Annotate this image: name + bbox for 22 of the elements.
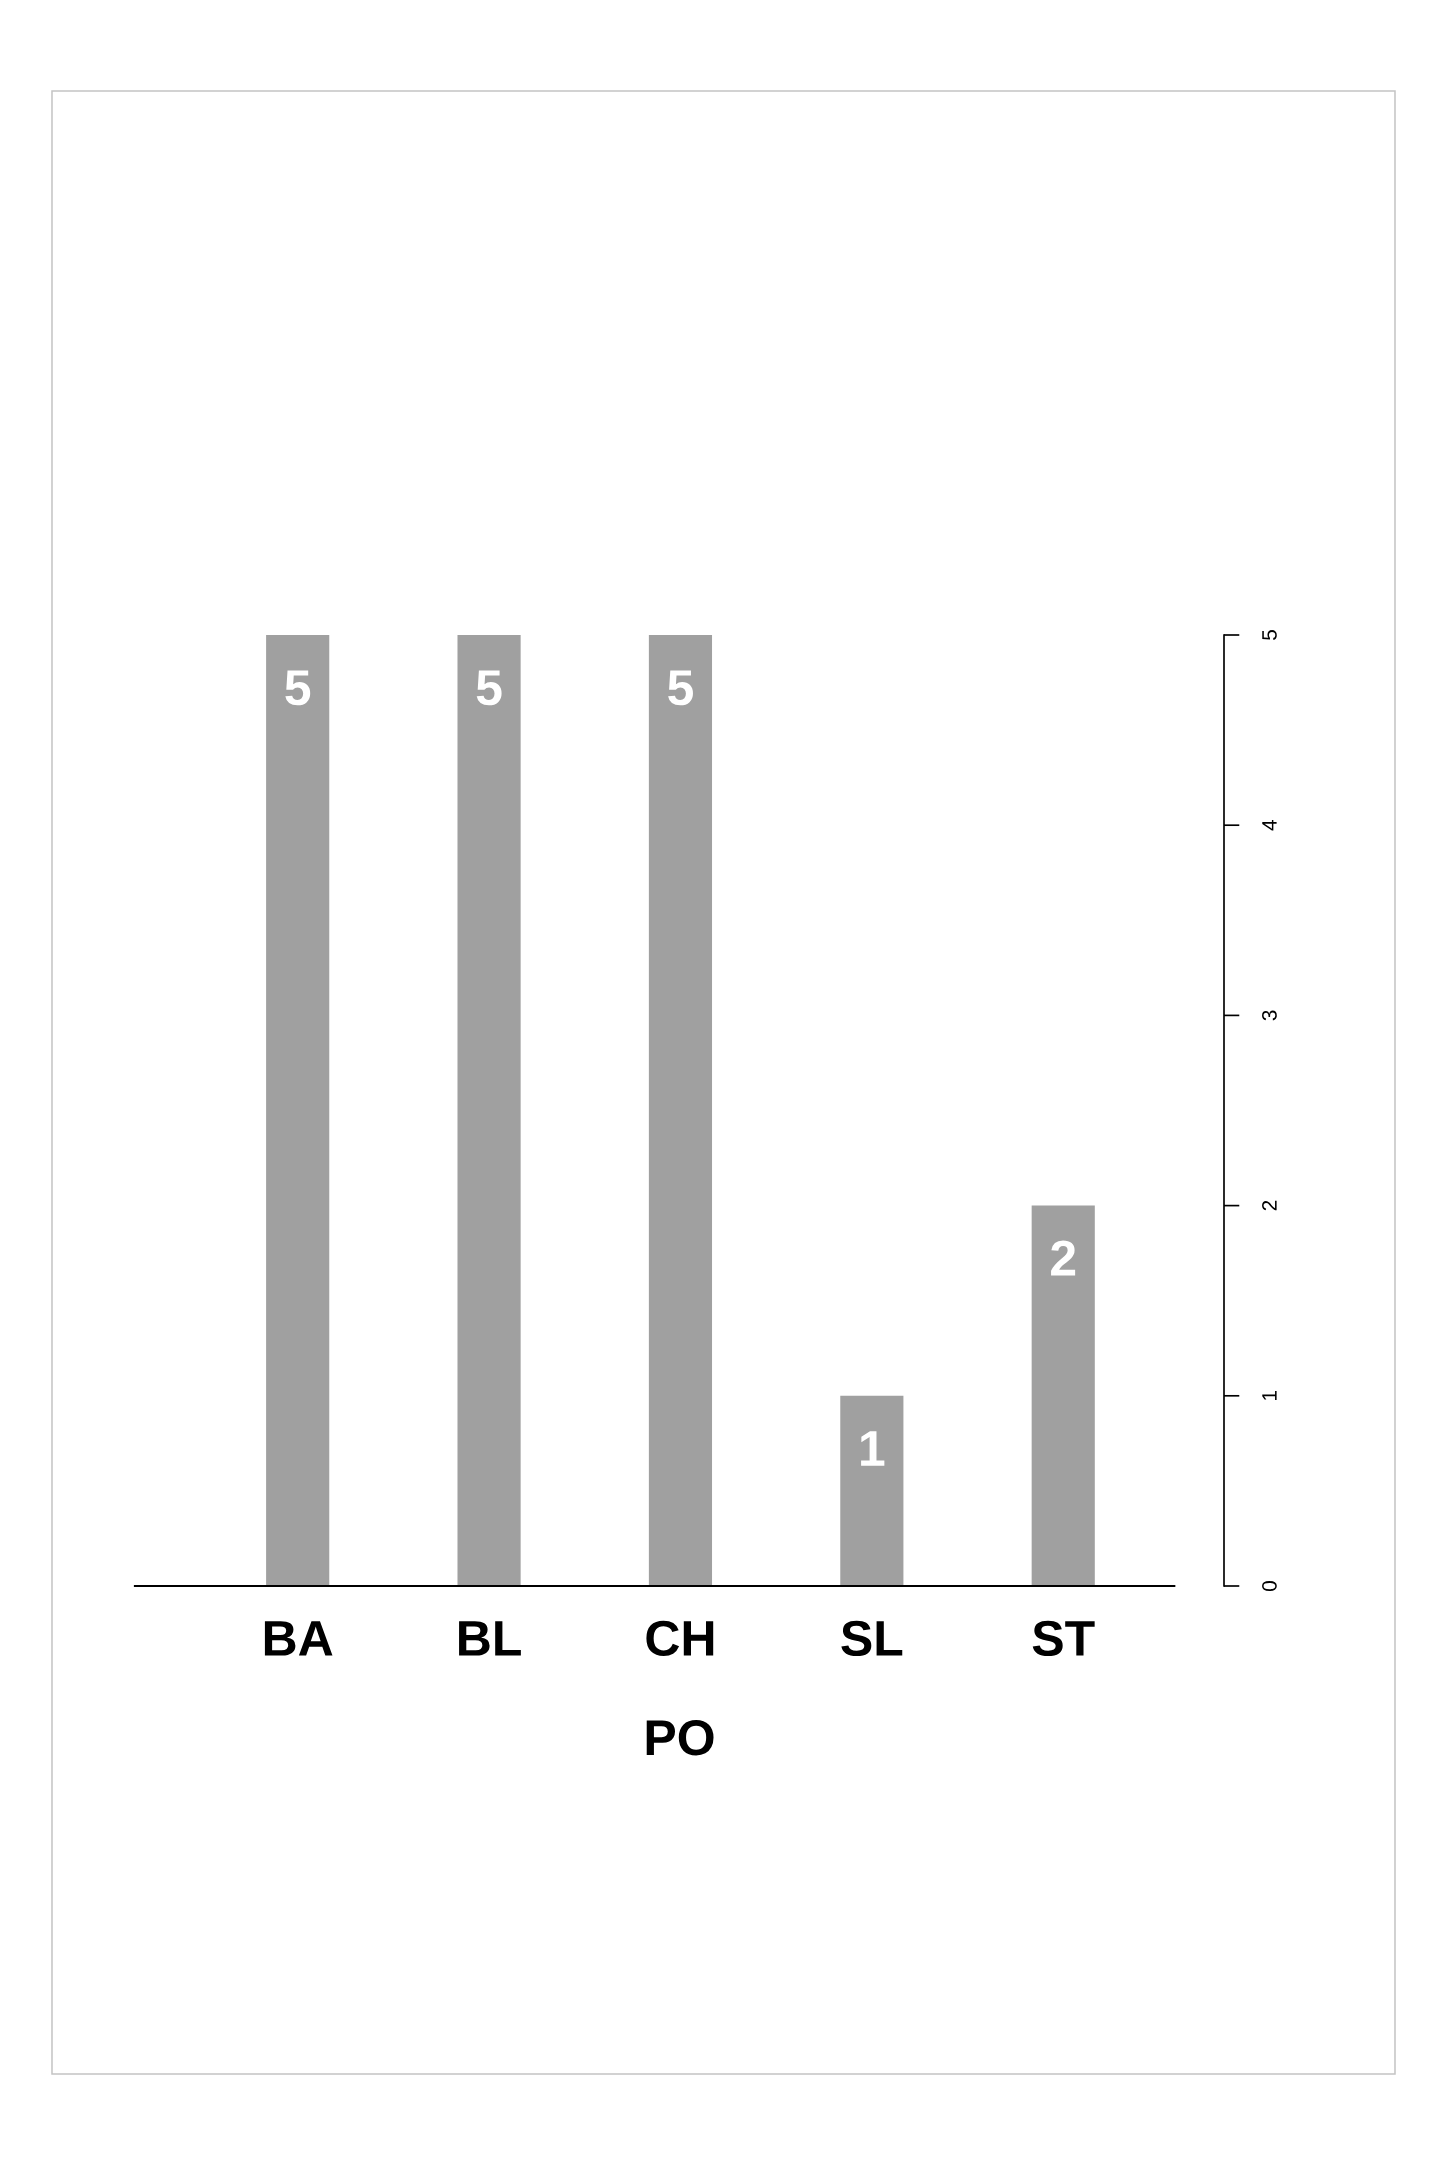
data-label: 1 — [861, 1431, 885, 1466]
x-tick-label: BA — [264, 1621, 333, 1656]
x-tick-label: BL — [459, 1621, 521, 1656]
bar — [457, 635, 521, 1586]
bar — [1031, 1205, 1095, 1586]
bar — [266, 635, 330, 1586]
data-label: 5 — [668, 670, 693, 706]
x-tick-label: ST — [1032, 1620, 1095, 1657]
y-tick-label: 0 — [1262, 1581, 1277, 1591]
data-label: 2 — [1051, 1240, 1076, 1276]
x-tick-label: CH — [646, 1620, 714, 1657]
x-tick-label: SL — [841, 1620, 903, 1657]
data-label: 5 — [285, 670, 311, 706]
y-tick-label: 3 — [1262, 1010, 1277, 1021]
data-label: 5 — [476, 670, 502, 706]
bar — [648, 635, 713, 1586]
bar — [840, 1395, 904, 1586]
x-axis-title: PO — [646, 1720, 714, 1756]
y-tick-label: 2 — [1262, 1200, 1277, 1211]
y-tick-label: 4 — [1262, 820, 1277, 831]
y-tick-label: 1 — [1262, 1391, 1277, 1400]
y-tick-label: 5 — [1262, 630, 1277, 640]
